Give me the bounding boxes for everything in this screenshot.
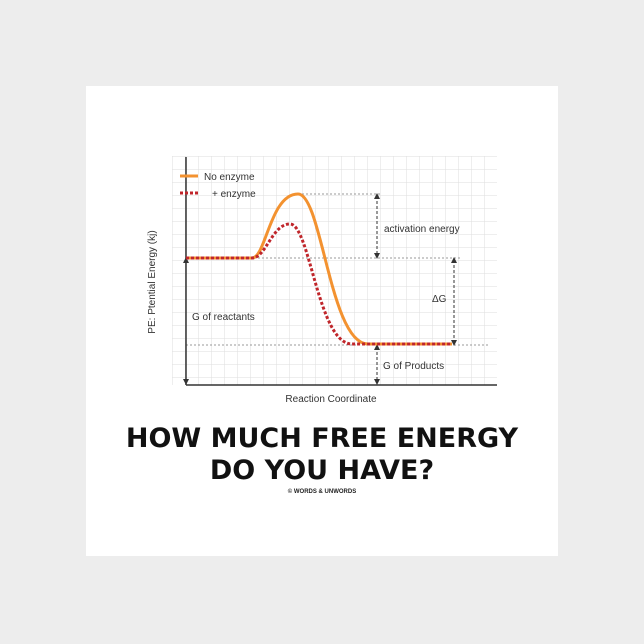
legend-label: No enzyme	[204, 172, 255, 183]
axes	[185, 157, 497, 386]
headline: HOW MUCH FREE ENERGY	[126, 423, 519, 454]
headline: DO YOU HAVE?	[210, 455, 434, 486]
x-axis-label: Reaction Coordinate	[285, 394, 377, 405]
annotation: G of Products	[383, 361, 444, 372]
no-enzyme-curve	[186, 192, 452, 346]
annotation: G of reactants	[192, 312, 255, 323]
annotation: ΔG	[432, 294, 447, 305]
y-axis-label: PE: Ptential Energy (kj)	[147, 230, 158, 333]
annotation: activation energy	[384, 224, 460, 235]
enzyme-curve	[186, 222, 452, 346]
credit: © WORDS & UNWORDS	[288, 488, 356, 495]
legend-label: + enzyme	[212, 189, 256, 200]
